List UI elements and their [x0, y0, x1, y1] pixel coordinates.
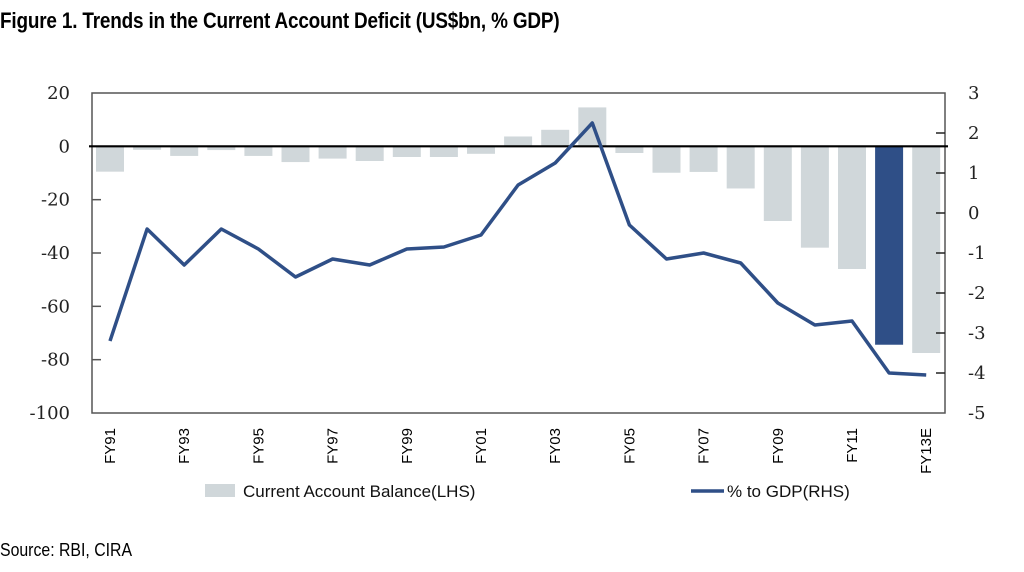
bar-fy05 [615, 146, 644, 153]
legend: Current Account Balance(LHS) % to GDP(RH… [205, 482, 850, 501]
bar-fy91 [96, 146, 124, 172]
right-tick-label: -3 [968, 323, 986, 344]
bar-fy94 [207, 146, 236, 151]
bar-fy98 [355, 146, 384, 161]
left-axis: 20 0 -20 -40 -60 -80 -100 [30, 83, 101, 424]
legend-line-label: % to GDP(RHS) [727, 482, 850, 501]
bar-fy07 [689, 146, 718, 172]
right-tick-label: 2 [968, 123, 979, 144]
x-tick-label: FY95 [250, 428, 267, 464]
legend-bar-label: Current Account Balance(LHS) [243, 482, 475, 501]
bar-fy93 [170, 146, 199, 156]
source-note: Source: RBI, CIRA [0, 540, 133, 560]
x-tick-label: FY99 [399, 428, 416, 464]
x-tick-label: FY13E [918, 428, 935, 474]
x-tick-label: FY03 [547, 428, 564, 464]
right-tick-label: 1 [968, 163, 979, 184]
x-tick-label: FY07 [696, 428, 713, 464]
bar-fy13e [912, 146, 941, 353]
bars-layer [96, 107, 941, 353]
bar-fy99 [392, 146, 421, 157]
x-tick-label: FY05 [621, 428, 638, 464]
bar-fy01 [467, 146, 495, 154]
bar-fy10 [800, 146, 829, 248]
x-tick-label: FY09 [770, 428, 787, 464]
left-tick-label: -100 [30, 403, 70, 424]
bar-fy95 [244, 146, 273, 156]
x-tick-label: FY01 [473, 428, 490, 464]
left-tick-label: -20 [41, 190, 70, 211]
bar-fy03 [541, 129, 570, 147]
legend-bar-swatch [205, 484, 235, 497]
bar-fy09 [763, 146, 792, 221]
bar-fy12 [875, 146, 904, 345]
left-tick-label: -60 [41, 296, 70, 317]
line-layer [108, 121, 927, 377]
right-tick-label: -2 [968, 283, 986, 304]
right-tick-label: -1 [968, 243, 986, 264]
bar-fy00 [429, 146, 458, 157]
right-axis: 3 2 1 0 -1 -2 -3 -4 -5 [936, 83, 986, 424]
bar-fy08 [726, 146, 755, 189]
right-tick-label: 3 [968, 83, 979, 104]
x-tick-label: FY93 [176, 428, 193, 464]
bar-fy92 [133, 146, 162, 150]
right-tick-label: 0 [968, 203, 979, 224]
bar-fy02 [504, 136, 533, 147]
bar-fy06 [652, 146, 681, 173]
bar-fy96 [281, 146, 310, 163]
left-tick-label: 0 [59, 136, 70, 157]
right-tick-label: -5 [968, 403, 986, 424]
x-axis: FY91 FY93 FY95 FY97 FY99 FY01 FY03 FY05 FY07 FY09… [102, 428, 935, 474]
x-tick-label: FY97 [325, 428, 342, 464]
left-tick-label: -40 [41, 243, 70, 264]
left-tick-label: -80 [41, 350, 70, 371]
right-tick-label: -4 [968, 363, 986, 384]
chart-title: Figure 1. Trends in the Current Account … [0, 8, 560, 33]
x-tick-label: FY11 [844, 428, 861, 463]
x-tick-label: FY91 [102, 428, 119, 464]
bar-fy11 [838, 146, 866, 269]
left-tick-label: 20 [47, 83, 70, 104]
bar-fy97 [318, 146, 347, 159]
